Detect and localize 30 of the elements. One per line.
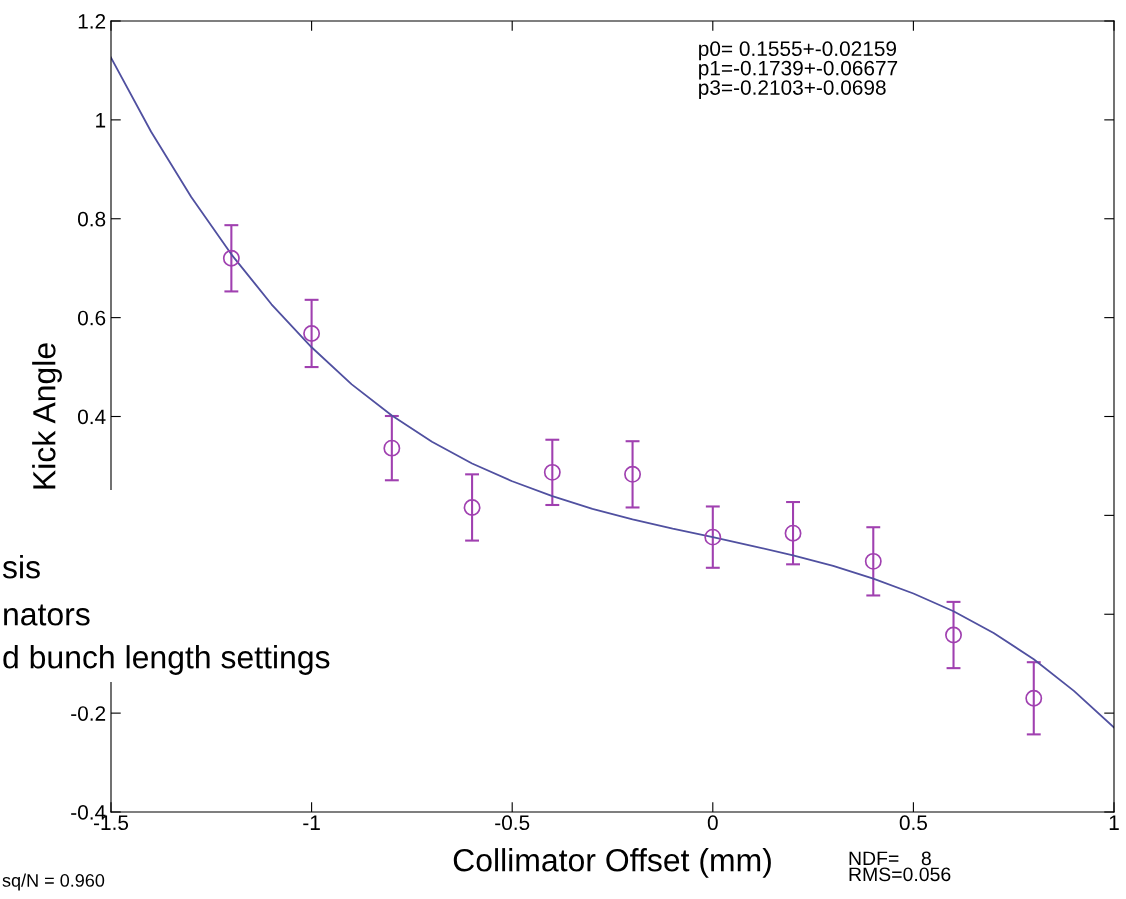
point <box>784 524 802 542</box>
y-axis-title: Kick Angle <box>32 343 62 489</box>
text: NDF= 8 RMS=0.056 <box>849 851 951 882</box>
y-tick-label: 0.6 <box>77 310 106 326</box>
annotation: d bunch length settings <box>3 645 330 675</box>
point <box>945 626 962 644</box>
y-tick-label: 0.4 <box>77 409 106 425</box>
x-axis-title: Collimator Offset (mm) <box>453 848 771 878</box>
point <box>624 465 642 483</box>
point <box>864 552 882 570</box>
text: sis <box>2 555 40 579</box>
text: nators <box>4 604 90 626</box>
x-tick-label: -1 <box>303 815 320 830</box>
point <box>383 439 401 457</box>
point <box>303 324 321 342</box>
x-tick-label: 1 <box>1109 815 1119 830</box>
y-tick-label: 0.8 <box>77 211 106 227</box>
x-tick-label: 0.5 <box>899 815 928 831</box>
y-tick-label: -0.2 <box>71 706 106 721</box>
y-tick-label: 1.2 <box>78 14 106 29</box>
point <box>463 498 481 516</box>
point <box>543 463 561 481</box>
point <box>704 528 722 546</box>
x-tick-label: 0 <box>707 815 718 831</box>
text: sq/N = 0.960 <box>2 873 105 891</box>
annotation: p0= 0.1555+-0.02159 p1=-0.1739+-0.06677 p3=-0.2103+-0.0698 <box>699 41 898 100</box>
point <box>222 249 240 267</box>
x-tick-label: -0.5 <box>495 815 530 831</box>
point <box>1025 689 1043 707</box>
y-tick-label: 1 <box>96 113 106 128</box>
